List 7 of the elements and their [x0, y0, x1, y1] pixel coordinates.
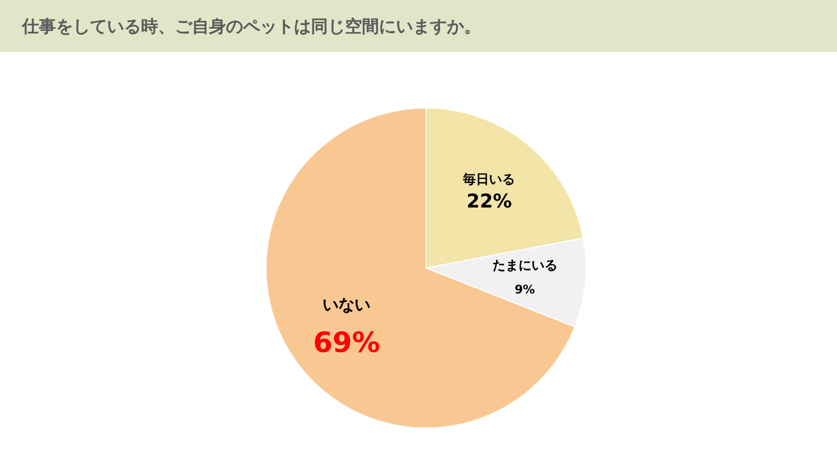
- data-label: 9%: [514, 282, 535, 296]
- data-label: 22%: [466, 190, 512, 213]
- slice-label: 毎日いる: [462, 172, 516, 188]
- slice-label: たまにいる: [492, 258, 558, 274]
- slice-label: いない: [322, 294, 371, 314]
- data-label: 69%: [313, 326, 380, 359]
- chart-title: 仕事をしている時、ご自身のペットは同じ空間にいますか。: [21, 17, 481, 37]
